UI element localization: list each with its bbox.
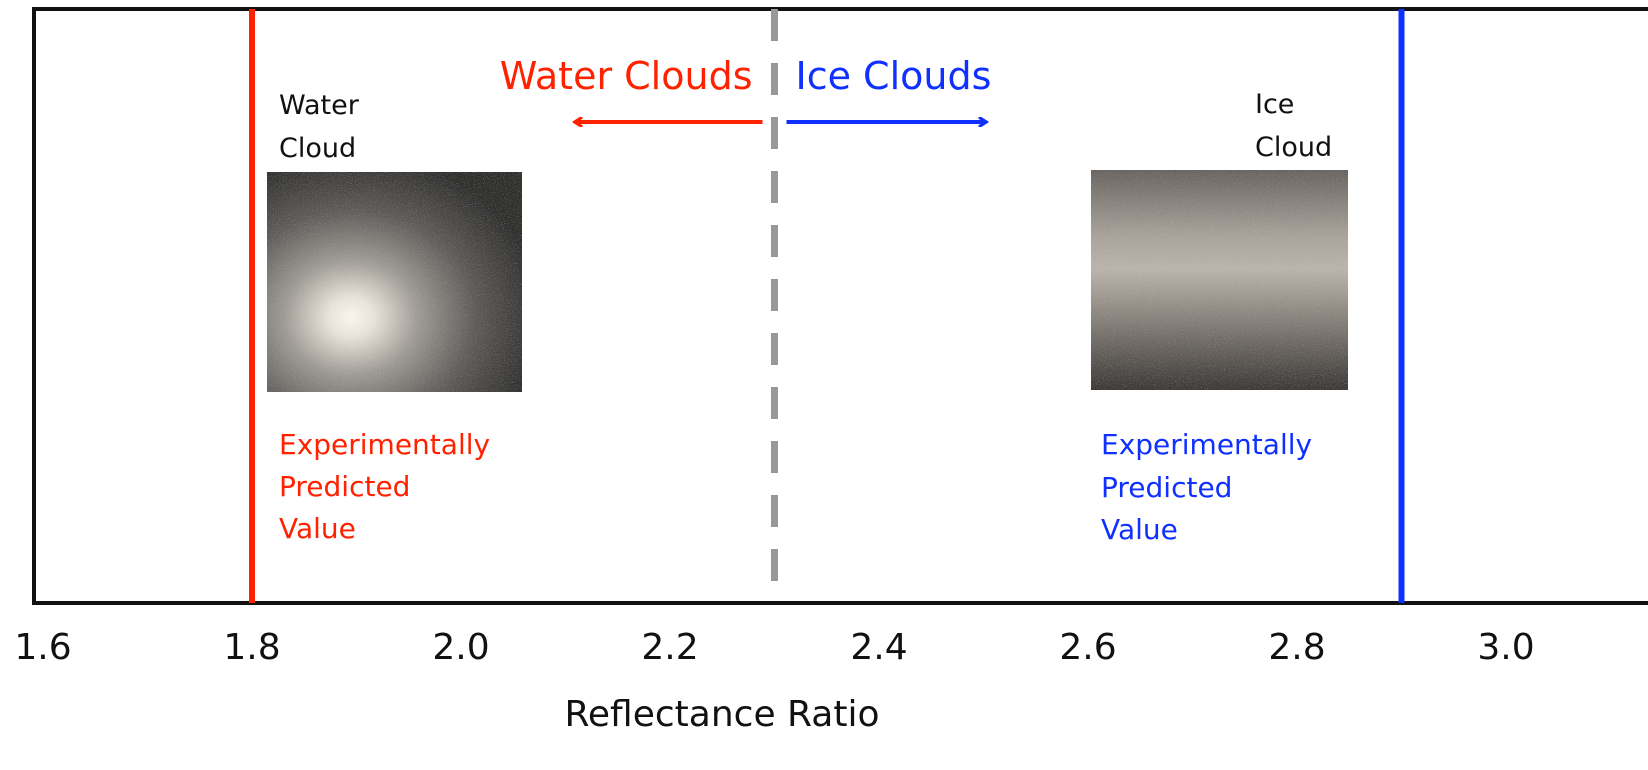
water-cloud-label: Water Cloud	[279, 90, 367, 164]
plot-frame	[32, 7, 1648, 605]
x-tick-label: 2.0	[432, 627, 489, 668]
x-tick-label: 2.8	[1268, 627, 1325, 668]
ice-predicted-value-note: Experimentally Predicted Value	[1101, 428, 1321, 546]
ice-cloud-photo	[1091, 170, 1348, 390]
x-tick-label: 1.6	[14, 627, 71, 668]
x-tick-label: 2.6	[1059, 627, 1116, 668]
water-cloud-photo	[267, 172, 522, 392]
ice-clouds-label: Ice Clouds	[796, 54, 992, 98]
x-tick-label: 3.0	[1477, 627, 1534, 668]
x-tick-label: 1.8	[223, 627, 280, 668]
ice-cloud-label: Ice Cloud	[1255, 89, 1332, 163]
x-axis-label: Reflectance Ratio	[565, 694, 880, 735]
x-axis-tick-labels: 1.6 1.8 2.0 2.2 2.4 2.6 2.8 3.0	[14, 627, 1534, 668]
x-tick-label: 2.4	[850, 627, 907, 668]
water-clouds-label: Water Clouds	[500, 54, 753, 98]
water-predicted-value-note: Experimentally Predicted Value	[279, 428, 499, 545]
x-tick-label: 2.2	[641, 627, 698, 668]
